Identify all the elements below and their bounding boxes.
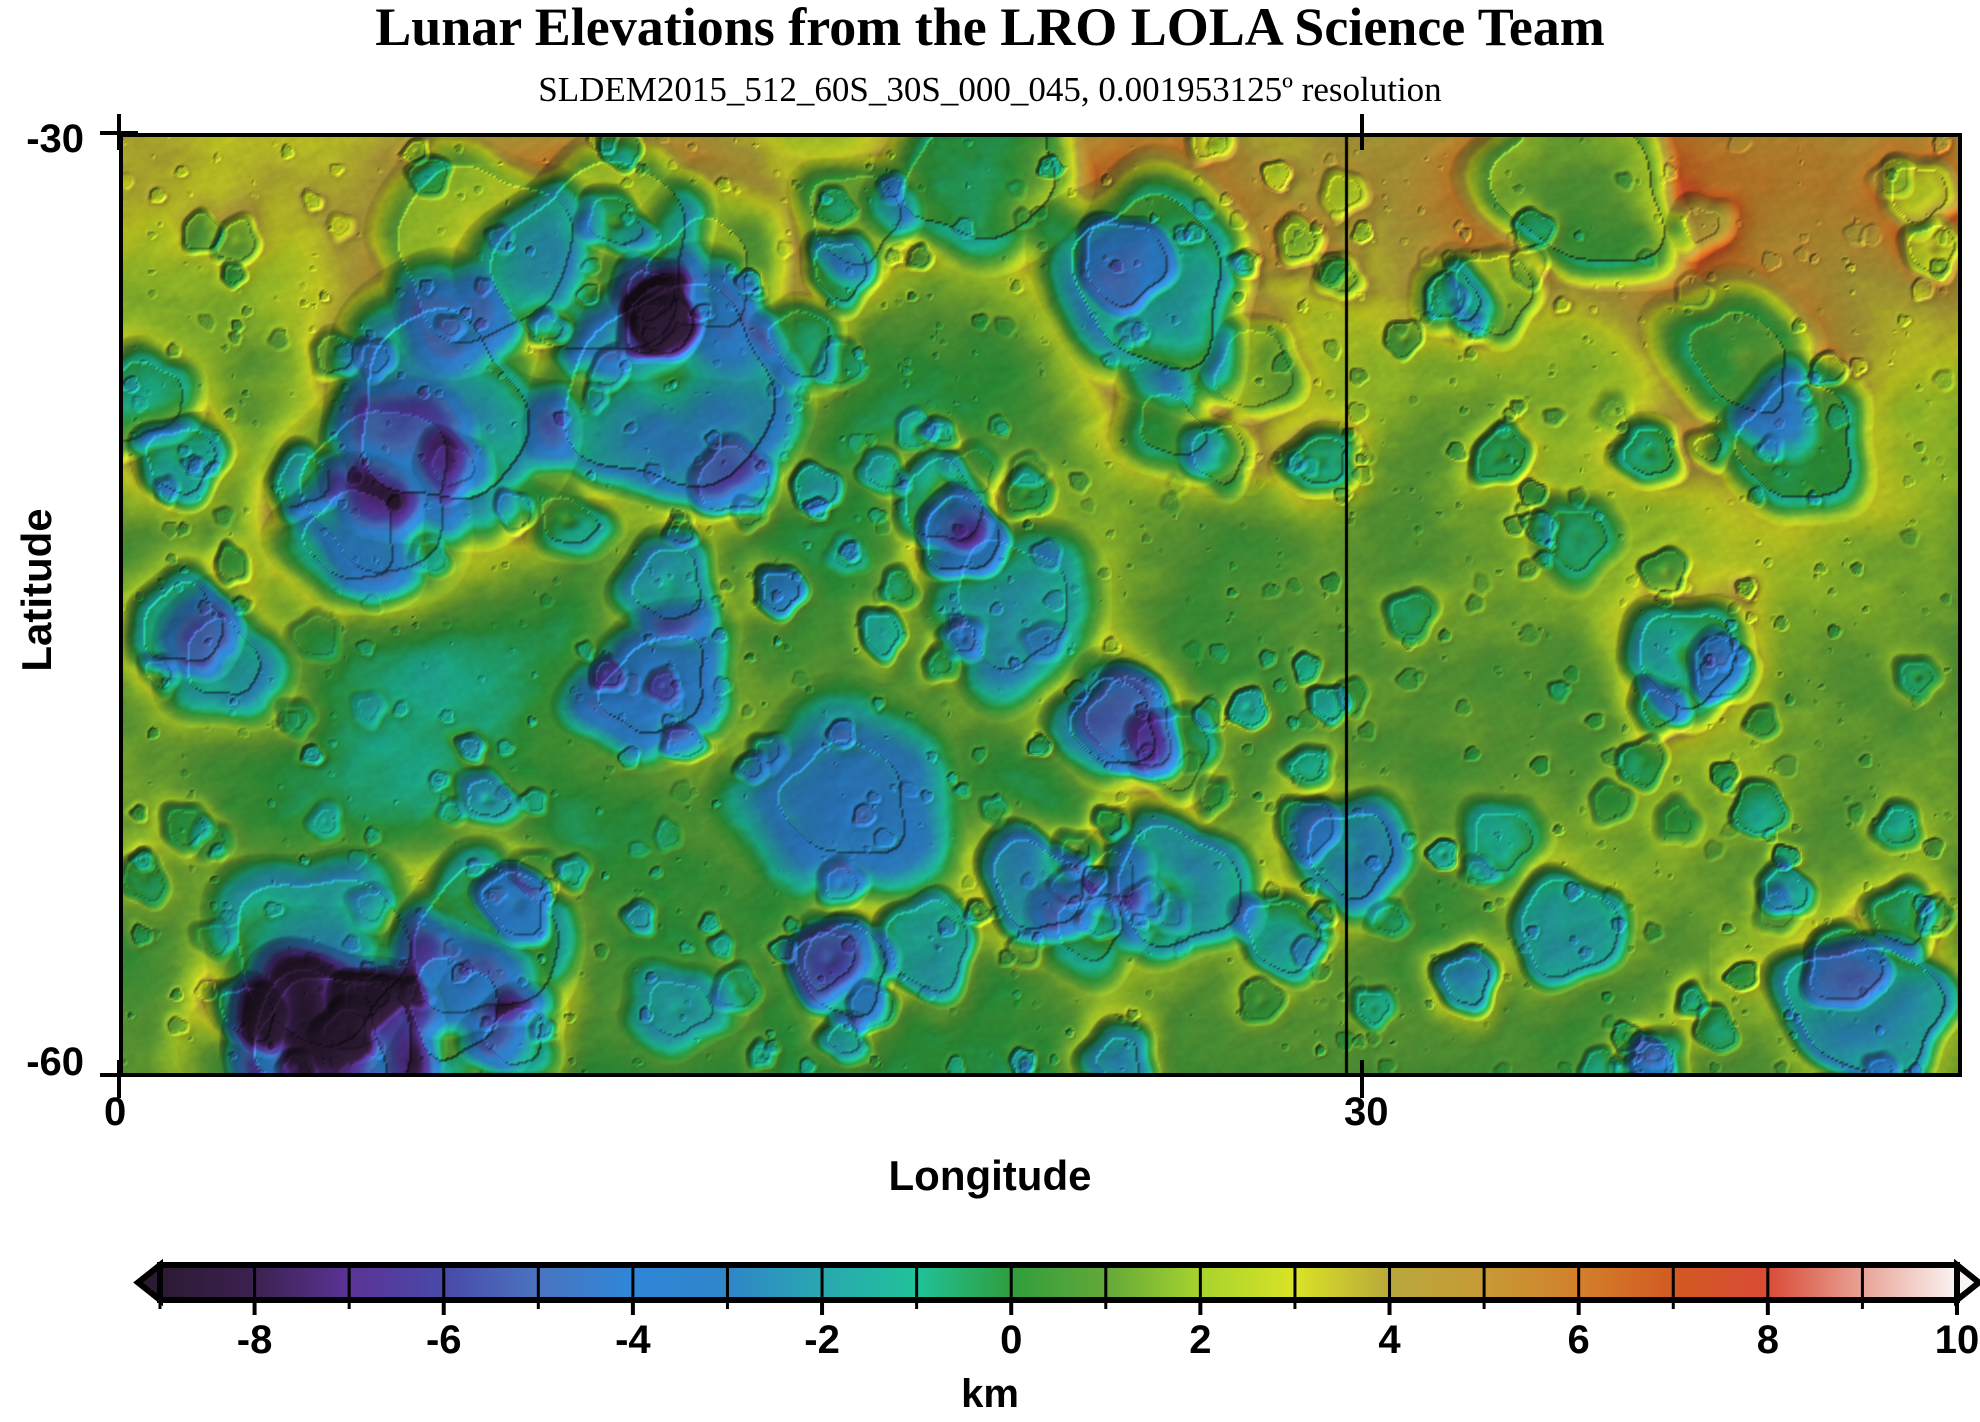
colorbar-tick-8: 8	[1756, 1318, 1779, 1362]
ytick-stub-bottom	[117, 1060, 121, 1098]
xtick-mark-30	[1360, 1060, 1364, 1098]
elevation-map-plot	[119, 133, 1962, 1077]
ytick-label-minus30: -30	[26, 117, 84, 161]
xtick-stub-30-top	[1360, 114, 1364, 150]
colorbar-tick-6: 6	[1567, 1318, 1590, 1362]
ytick-label-minus60: -60	[26, 1040, 84, 1084]
colorbar-tick-2: 2	[1189, 1318, 1212, 1362]
colorbar-label: km	[961, 1372, 1019, 1416]
lunar-elevation-heatmap	[123, 137, 1958, 1073]
colorbar	[0, 1255, 1980, 1315]
xtick-label-0: 0	[104, 1090, 127, 1134]
colorbar-tick-0: 0	[1000, 1318, 1023, 1362]
colorbar-tick-minus8: -8	[236, 1318, 273, 1362]
page-subtitle: SLDEM2015_512_60S_30S_000_045, 0.0019531…	[538, 70, 1442, 109]
y-axis-label: Latitude	[13, 508, 60, 672]
xtick-label-30: 30	[1344, 1090, 1389, 1134]
colorbar-tick-4: 4	[1378, 1318, 1401, 1362]
colorbar-tick-10: 10	[1934, 1318, 1980, 1362]
x-axis-label: Longitude	[888, 1152, 1092, 1199]
colorbar-tick-minus4: -4	[615, 1318, 651, 1362]
colorbar-tick-minus6: -6	[425, 1318, 462, 1362]
colorbar-tick-minus2: -2	[804, 1318, 840, 1362]
colorbar-svg	[133, 1258, 1980, 1315]
page-title: Lunar Elevations from the LRO LOLA Scien…	[375, 0, 1605, 57]
ytick-stub-top	[117, 114, 121, 150]
